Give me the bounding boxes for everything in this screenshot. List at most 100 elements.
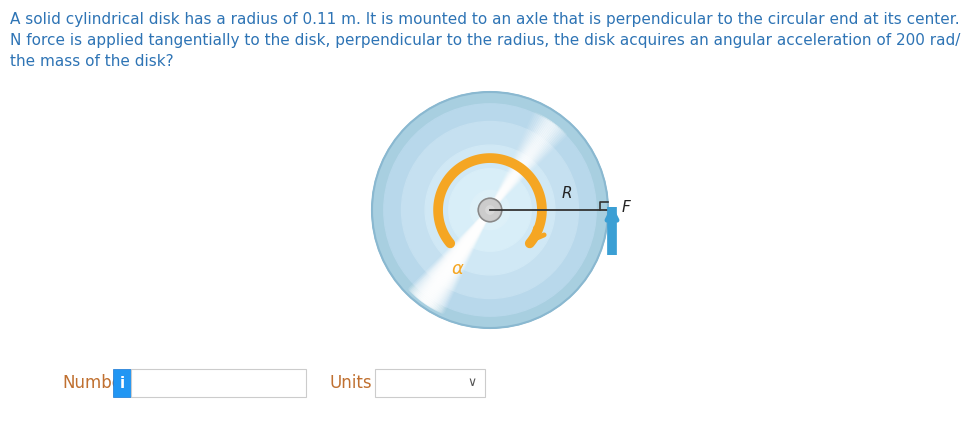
Circle shape (467, 187, 512, 232)
Circle shape (474, 194, 505, 226)
Text: ∨: ∨ (467, 377, 477, 389)
Circle shape (487, 208, 491, 212)
Circle shape (446, 167, 532, 253)
Circle shape (425, 145, 554, 275)
Circle shape (432, 153, 547, 267)
Circle shape (410, 131, 569, 289)
Circle shape (466, 187, 513, 234)
Circle shape (408, 129, 571, 292)
Circle shape (482, 203, 497, 217)
Circle shape (456, 176, 524, 244)
Circle shape (483, 204, 495, 216)
Circle shape (442, 163, 536, 257)
Circle shape (393, 113, 586, 307)
Circle shape (409, 130, 570, 290)
Circle shape (484, 205, 494, 215)
Circle shape (441, 162, 538, 258)
Circle shape (464, 184, 515, 235)
Circle shape (422, 143, 556, 277)
Circle shape (476, 196, 504, 224)
Circle shape (456, 177, 523, 243)
Circle shape (380, 100, 599, 320)
Circle shape (437, 158, 541, 262)
Circle shape (372, 92, 607, 328)
Circle shape (440, 161, 538, 259)
Circle shape (400, 120, 579, 300)
Circle shape (468, 189, 510, 231)
Circle shape (421, 141, 558, 279)
Circle shape (442, 163, 536, 257)
Circle shape (474, 195, 505, 225)
Circle shape (382, 102, 598, 318)
Circle shape (487, 208, 492, 212)
Text: i: i (119, 376, 124, 391)
Circle shape (462, 183, 517, 237)
Circle shape (385, 106, 594, 314)
Circle shape (424, 144, 555, 276)
Text: Units: Units (330, 374, 372, 392)
Circle shape (434, 155, 545, 265)
Circle shape (460, 181, 519, 240)
Text: R: R (561, 186, 572, 201)
FancyBboxPatch shape (375, 369, 484, 397)
Circle shape (485, 206, 493, 214)
Circle shape (436, 157, 543, 263)
Circle shape (413, 133, 566, 287)
Circle shape (429, 149, 551, 271)
Circle shape (427, 147, 552, 272)
Circle shape (447, 167, 532, 252)
Text: F: F (622, 199, 630, 215)
Circle shape (463, 184, 515, 236)
Circle shape (374, 94, 605, 326)
Circle shape (448, 169, 530, 251)
Circle shape (426, 146, 554, 274)
Circle shape (478, 198, 502, 222)
Circle shape (461, 181, 518, 238)
Circle shape (468, 188, 511, 232)
Circle shape (380, 100, 600, 320)
Circle shape (413, 133, 566, 287)
Circle shape (460, 181, 519, 240)
Text: Number: Number (62, 374, 129, 392)
Circle shape (407, 128, 572, 292)
Circle shape (416, 137, 562, 283)
Circle shape (448, 169, 530, 251)
Circle shape (372, 92, 607, 328)
Circle shape (457, 178, 521, 242)
Circle shape (385, 106, 593, 314)
Circle shape (439, 159, 540, 261)
Circle shape (383, 104, 596, 316)
Circle shape (379, 99, 601, 321)
Circle shape (382, 102, 597, 317)
Circle shape (466, 187, 513, 234)
Circle shape (431, 151, 549, 269)
Circle shape (427, 147, 553, 273)
Circle shape (481, 202, 498, 218)
Circle shape (455, 175, 525, 245)
Circle shape (378, 98, 602, 322)
Circle shape (480, 200, 500, 220)
Circle shape (374, 94, 605, 326)
Circle shape (395, 116, 583, 304)
Circle shape (425, 145, 554, 275)
Circle shape (445, 165, 534, 255)
Circle shape (405, 125, 574, 295)
Circle shape (485, 206, 494, 214)
Circle shape (415, 135, 564, 285)
Circle shape (479, 199, 500, 221)
Circle shape (488, 209, 491, 211)
Circle shape (409, 129, 570, 291)
Text: α: α (451, 260, 462, 278)
Circle shape (423, 143, 556, 277)
Circle shape (411, 131, 568, 289)
Circle shape (478, 198, 502, 222)
Circle shape (372, 92, 607, 328)
Circle shape (472, 192, 507, 228)
Circle shape (434, 155, 545, 266)
Circle shape (486, 207, 493, 213)
Circle shape (431, 152, 547, 268)
Circle shape (446, 166, 533, 254)
Circle shape (465, 185, 514, 235)
Circle shape (390, 111, 588, 309)
Circle shape (387, 108, 592, 313)
